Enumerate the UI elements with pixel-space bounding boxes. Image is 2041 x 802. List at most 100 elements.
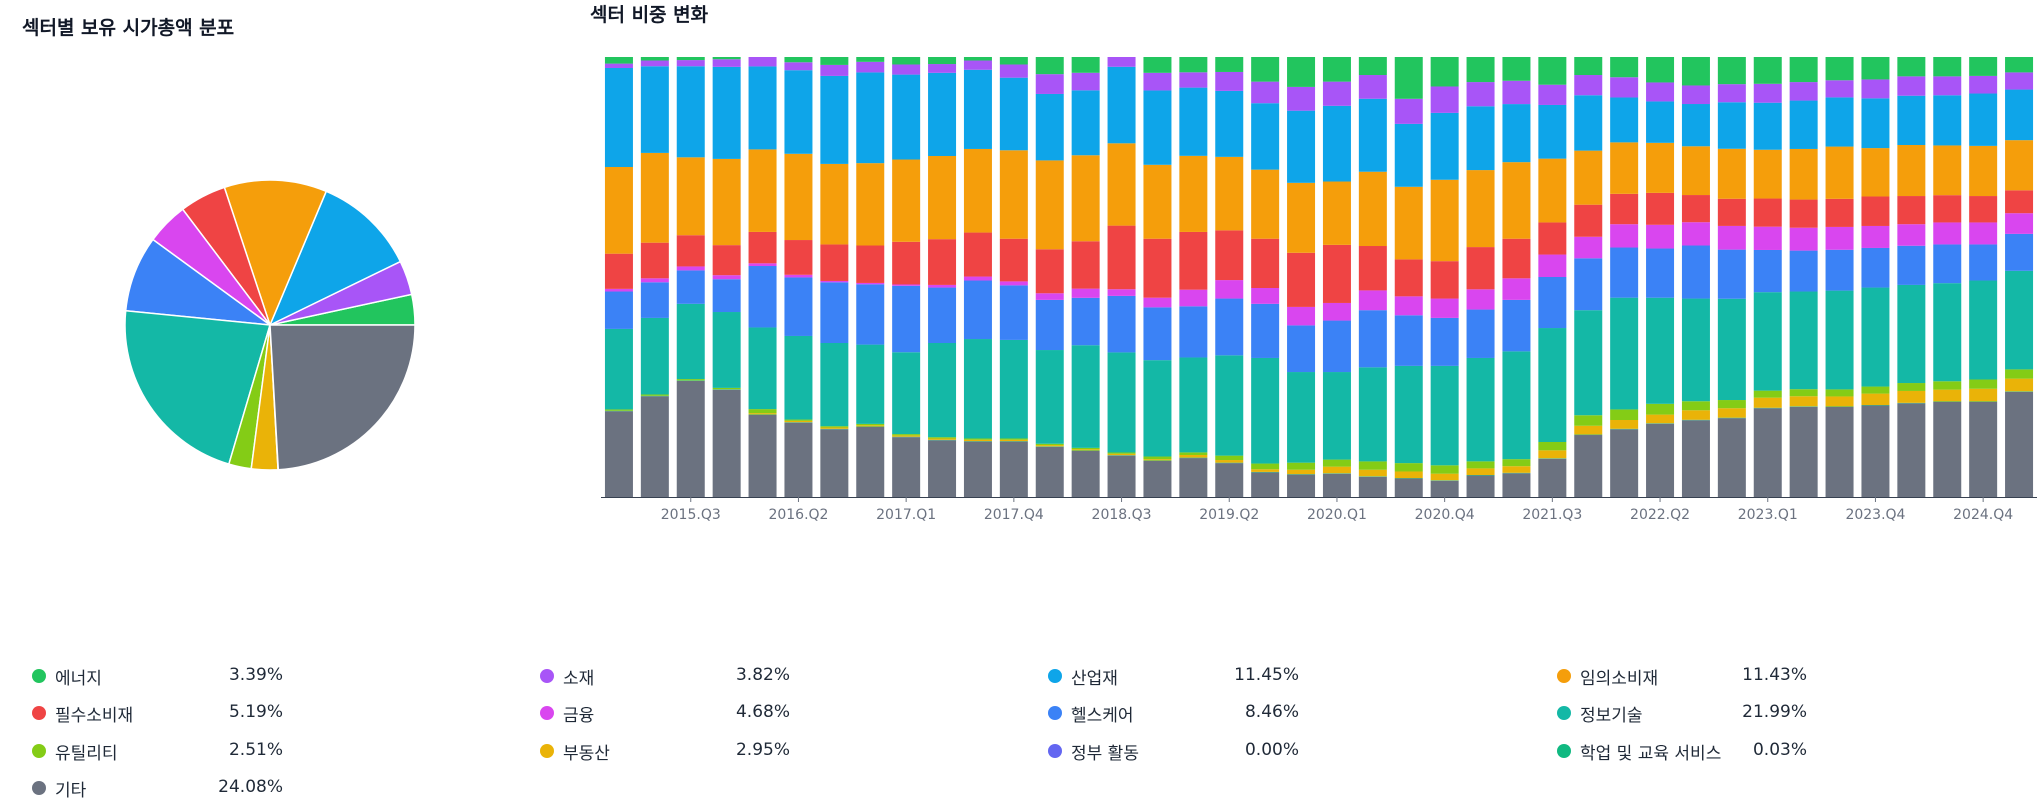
pie-slice-기타[interactable]	[270, 325, 415, 470]
bar-segment-부동산[interactable]	[1682, 410, 1710, 419]
bar-segment-부동산[interactable]	[1467, 468, 1495, 475]
legend-item-에너지[interactable]: 에너지	[32, 662, 102, 690]
bar-segment-소재[interactable]	[641, 61, 669, 67]
legend-item-부동산[interactable]: 부동산	[540, 737, 610, 765]
bar-segment-헬스케어[interactable]	[964, 281, 992, 340]
bar-segment-헬스케어[interactable]	[1538, 277, 1566, 328]
bar-segment-부동산[interactable]	[2005, 379, 2033, 392]
bar-segment-산업재[interactable]	[749, 66, 777, 149]
bar-segment-소재[interactable]	[1790, 82, 1818, 100]
bar-segment-유틸리티[interactable]	[1610, 409, 1638, 420]
bar-segment-부동산[interactable]	[1861, 394, 1889, 405]
bar-segment-금융[interactable]	[641, 278, 669, 282]
bar-segment-금융[interactable]	[1790, 228, 1818, 251]
bar-segment-정보기술[interactable]	[1646, 298, 1674, 404]
legend-item-산업재[interactable]: 산업재	[1048, 662, 1118, 690]
bar-segment-에너지[interactable]	[641, 57, 669, 61]
bar-segment-부동산[interactable]	[1502, 466, 1530, 473]
bar-segment-기타[interactable]	[1933, 402, 1961, 497]
bar-segment-헬스케어[interactable]	[641, 282, 669, 318]
bar-segment-필수소비재[interactable]	[1467, 247, 1495, 289]
bar-segment-기타[interactable]	[1502, 473, 1530, 497]
bar-segment-금융[interactable]	[1395, 296, 1423, 315]
bar-segment-정보기술[interactable]	[1682, 299, 1710, 402]
bar-2023.Q1[interactable]	[1754, 57, 1782, 497]
bar-segment-유틸리티[interactable]	[1574, 415, 1602, 426]
bar-segment-필수소비재[interactable]	[641, 243, 669, 279]
legend-item-헬스케어[interactable]: 헬스케어	[1048, 699, 1134, 727]
bar-segment-에너지[interactable]	[605, 57, 633, 64]
bar-segment-기타[interactable]	[1143, 461, 1171, 497]
bar-segment-소재[interactable]	[1969, 76, 1997, 94]
bar-segment-부동산[interactable]	[1574, 426, 1602, 435]
bar-segment-정보기술[interactable]	[1754, 292, 1782, 390]
bar-2021.Q1[interactable]	[1467, 57, 1495, 497]
legend-item-기타[interactable]: 기타	[32, 774, 86, 802]
bar-segment-임의소비재[interactable]	[1000, 150, 1028, 238]
bar-segment-정보기술[interactable]	[1610, 298, 1638, 410]
bar-segment-금융[interactable]	[1897, 224, 1925, 246]
bar-2015.Q1[interactable]	[605, 57, 633, 497]
bar-segment-금융[interactable]	[749, 263, 777, 266]
bar-segment-에너지[interactable]	[1251, 57, 1279, 82]
bar-segment-헬스케어[interactable]	[713, 279, 741, 312]
bar-segment-필수소비재[interactable]	[1610, 194, 1638, 224]
bar-segment-소재[interactable]	[1323, 82, 1351, 106]
bar-segment-필수소비재[interactable]	[1861, 196, 1889, 225]
bar-segment-에너지[interactable]	[1933, 57, 1961, 76]
bar-segment-에너지[interactable]	[1826, 57, 1854, 80]
bar-segment-소재[interactable]	[605, 64, 633, 68]
bar-segment-헬스케어[interactable]	[1000, 285, 1028, 340]
bar-segment-유틸리티[interactable]	[1215, 456, 1243, 460]
bar-segment-임의소비재[interactable]	[1323, 182, 1351, 245]
bar-segment-소재[interactable]	[1359, 75, 1387, 99]
bar-segment-임의소비재[interactable]	[1251, 170, 1279, 239]
bar-segment-헬스케어[interactable]	[1179, 306, 1207, 357]
bar-segment-금융[interactable]	[820, 281, 848, 282]
bar-segment-금융[interactable]	[1251, 288, 1279, 304]
bar-segment-필수소비재[interactable]	[1897, 196, 1925, 224]
bar-segment-필수소비재[interactable]	[964, 233, 992, 277]
bar-segment-임의소비재[interactable]	[1933, 145, 1961, 195]
bar-segment-유틸리티[interactable]	[1108, 453, 1136, 454]
bar-segment-필수소비재[interactable]	[892, 242, 920, 285]
bar-segment-유틸리티[interactable]	[892, 434, 920, 435]
bar-segment-산업재[interactable]	[1718, 102, 1746, 149]
bar-segment-유틸리티[interactable]	[1395, 463, 1423, 471]
bar-segment-필수소비재[interactable]	[1538, 222, 1566, 254]
bar-segment-유틸리티[interactable]	[1897, 383, 1925, 391]
bar-segment-헬스케어[interactable]	[1969, 244, 1997, 280]
bar-segment-부동산[interactable]	[1072, 449, 1100, 450]
bar-segment-필수소비재[interactable]	[1969, 196, 1997, 222]
bar-segment-금융[interactable]	[1610, 224, 1638, 247]
bar-segment-필수소비재[interactable]	[1718, 199, 1746, 226]
bar-segment-에너지[interactable]	[820, 57, 848, 65]
bar-segment-유틸리티[interactable]	[1323, 460, 1351, 467]
bar-2023.Q3[interactable]	[1826, 57, 1854, 497]
bar-segment-소재[interactable]	[1431, 86, 1459, 112]
bar-segment-금융[interactable]	[1754, 227, 1782, 250]
bar-segment-정보기술[interactable]	[1072, 345, 1100, 448]
bar-segment-임의소비재[interactable]	[1897, 145, 1925, 196]
bar-segment-에너지[interactable]	[1431, 57, 1459, 86]
bar-segment-임의소비재[interactable]	[1790, 149, 1818, 200]
bar-segment-산업재[interactable]	[1431, 113, 1459, 180]
bar-segment-유틸리티[interactable]	[1790, 389, 1818, 396]
bar-segment-금융[interactable]	[1467, 289, 1495, 309]
bar-2017.Q4[interactable]	[1000, 57, 1028, 497]
bar-segment-정보기술[interactable]	[892, 352, 920, 434]
bar-segment-임의소비재[interactable]	[1359, 172, 1387, 246]
bar-segment-기타[interactable]	[1215, 463, 1243, 497]
bar-segment-필수소비재[interactable]	[749, 232, 777, 263]
bar-segment-필수소비재[interactable]	[820, 244, 848, 281]
bar-segment-정보기술[interactable]	[2005, 271, 2033, 370]
bar-segment-정보기술[interactable]	[677, 304, 705, 379]
bar-segment-부동산[interactable]	[784, 421, 812, 422]
bar-segment-헬스케어[interactable]	[1610, 248, 1638, 298]
bar-segment-에너지[interactable]	[1718, 57, 1746, 84]
bar-segment-임의소비재[interactable]	[1431, 180, 1459, 261]
bar-segment-부동산[interactable]	[1287, 470, 1315, 474]
bar-segment-유틸리티[interactable]	[641, 394, 669, 395]
bar-segment-부동산[interactable]	[1754, 398, 1782, 408]
bar-segment-유틸리티[interactable]	[605, 409, 633, 410]
